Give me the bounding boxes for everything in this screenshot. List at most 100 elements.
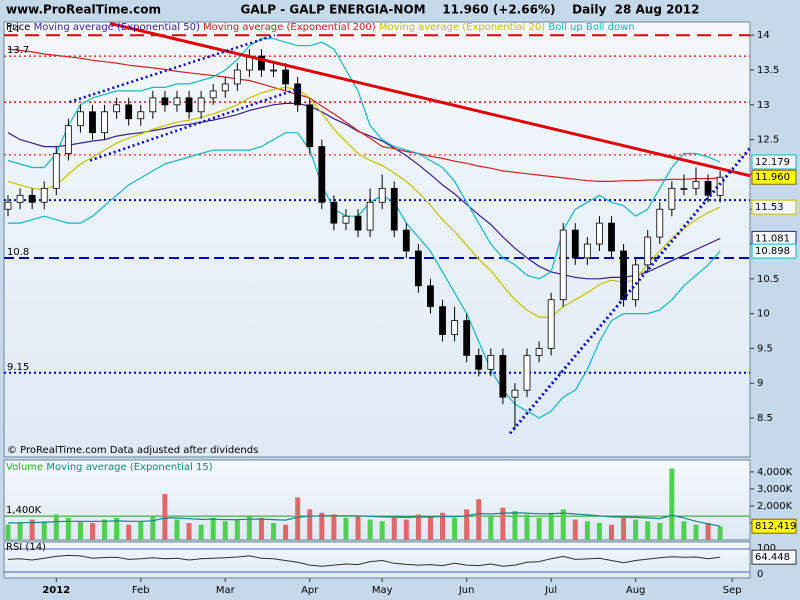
volume-bar [669,468,675,540]
candle-body [330,201,338,224]
volume-bar [596,522,602,540]
candle-body [209,90,217,99]
legend: RSI (14) [6,542,46,553]
volume-bar [210,517,216,540]
volume-bar [657,522,663,540]
legend-entry: Boll down [586,22,635,33]
volume-bar [681,521,687,540]
candle-body [4,201,12,210]
volume-bar [440,512,446,540]
price-plot [4,22,750,435]
candle-body [113,104,121,113]
x-tick-label: Aug [626,585,646,596]
volume-bar [114,517,120,540]
candle-body [16,194,24,203]
volume-bar [89,522,95,540]
candle-body [258,55,265,71]
candle-body [161,97,169,106]
candle-body [704,180,712,196]
volume-bar [162,494,168,540]
volume-bar [584,521,590,540]
volume-bar [536,517,542,540]
volume-bar [476,499,482,540]
legend-entry: Boll up [548,22,582,33]
volume-bar [572,519,578,540]
value-box-label: 11.081 [755,233,790,244]
candle-body [40,187,48,203]
volume-bar [548,512,554,540]
trendline [508,147,750,435]
volume-bar [5,524,11,540]
level-label: 14 [7,24,20,35]
candle-body [149,97,157,113]
volume-bar [126,524,132,540]
volume-bar [633,519,639,540]
y-tick-label: 12.5 [757,135,779,146]
indicator-line [7,86,721,318]
value-box-label: 10.898 [755,246,790,257]
candle-body [439,306,446,335]
candle-body [28,194,36,203]
volume-bar [138,521,144,540]
value-box-label: 812,419 [755,521,796,532]
candle-body [221,83,229,92]
volume-bar [621,517,627,540]
volume-bar [222,521,228,540]
y-tick-label: 9 [757,378,763,389]
y-tick-label: 100 [757,543,776,554]
y-tick-label: 13 [757,100,770,111]
level-label: 1,400K [6,505,42,516]
x-tick-label: Apr [301,585,319,596]
candle-body [692,180,700,189]
candle-body [620,250,627,301]
volume-bar [560,509,566,540]
legend-entry: Moving average (Exponential 15) [46,462,212,473]
indicator-line [8,132,721,419]
volume-bar [331,514,337,540]
volume-bar [258,517,264,540]
candle-body [499,354,507,398]
trendline [109,22,750,178]
volume-bar [693,524,699,540]
trendline [69,34,276,104]
candle-body [668,187,676,210]
volume-bar [307,509,313,540]
y-tick-label: 4,000K [757,467,793,478]
volume-bar [500,507,506,540]
candle-body [511,389,519,398]
legend-entry: Moving average (Exponential 20) [379,22,545,33]
candle-body [342,215,350,224]
candle-body [451,320,458,335]
volume-bar [186,522,192,540]
legend-entry: Price [6,22,30,33]
volume-bar [367,519,373,540]
candle-body [77,111,84,127]
candle-body [64,125,72,154]
candle-body [390,187,398,231]
legend-entry: Moving average (Exponential 200) [203,22,376,33]
value-box-label: 64.448 [755,552,790,563]
x-tick-label: Jul [544,585,557,596]
volume-bar [174,519,180,540]
volume-bar [391,517,397,540]
x-tick-label: Jun [458,585,475,596]
y-tick-label: 3,000K [757,484,793,495]
indicator-line [7,38,721,280]
candle-body [354,215,362,231]
volume-bar [427,516,433,540]
candle-body [475,354,483,370]
legend-entry: Moving average (Exponential 50) [34,22,200,33]
volume-bar [65,517,71,540]
volume-bar [41,521,47,540]
price-panel [3,21,751,458]
x-tick-label: May [372,585,393,596]
candle-body [270,69,277,72]
candle-body [306,104,314,147]
legend: Volume Moving average (Exponential 15) [6,462,213,473]
volume-bar [283,524,289,540]
candle-body [583,243,591,259]
volume-bar [609,524,614,540]
volume-bar [150,516,156,540]
y-tick-label: 10 [757,309,770,320]
